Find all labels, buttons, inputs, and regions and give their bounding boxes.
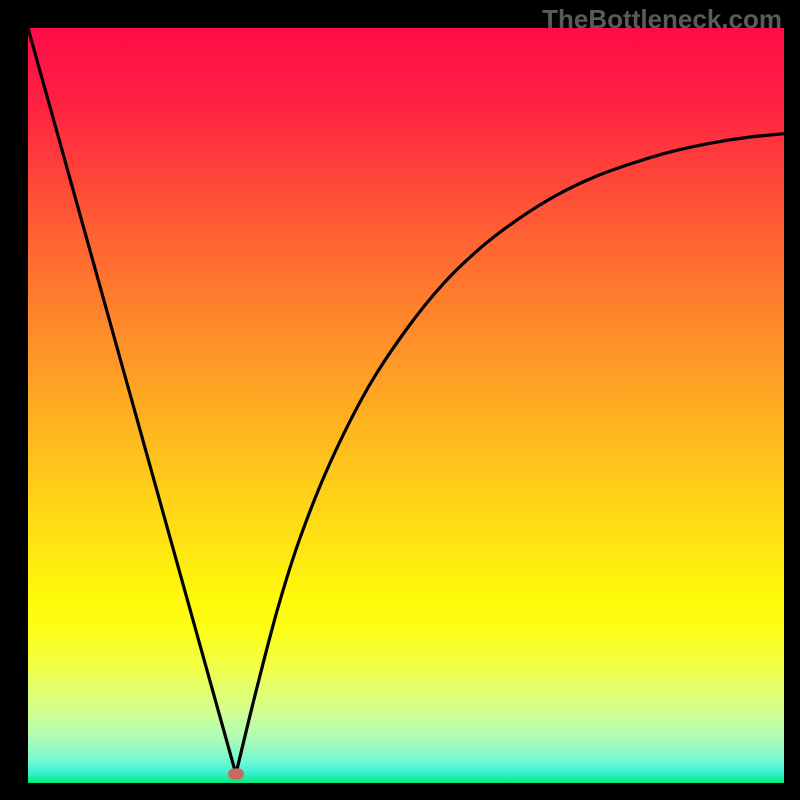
bottleneck-curve — [28, 28, 784, 783]
watermark-text: TheBottleneck.com — [542, 4, 782, 35]
chart-container: TheBottleneck.com — [0, 0, 800, 800]
curve-path — [28, 28, 784, 774]
optimum-marker — [228, 768, 244, 779]
plot-area — [28, 28, 784, 783]
